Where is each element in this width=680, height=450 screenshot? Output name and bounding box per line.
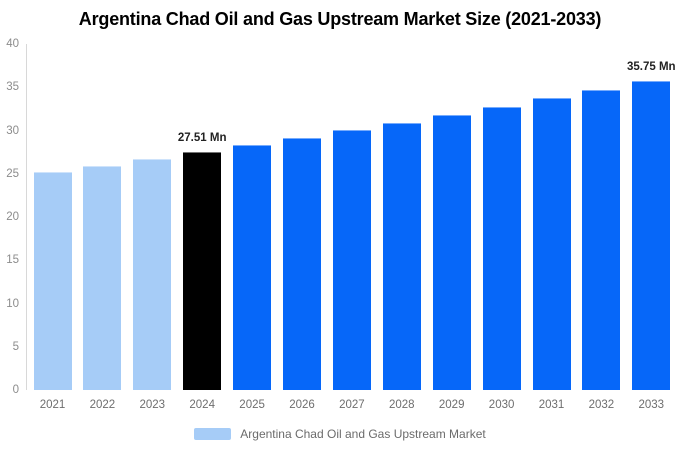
y-axis-tick-label: 35 [6,81,19,94]
bar-2029[interactable] [432,114,471,390]
y-axis-tick-label: 25 [6,167,19,180]
bar-2032[interactable] [582,89,621,390]
x-axis-label: 2021 [39,399,66,411]
bar-value-label: 27.51 Mn [177,132,227,145]
x-axis-label: 2030 [488,399,515,411]
y-axis-tick-label: 5 [12,340,19,353]
x-axis-label: 2033 [638,399,665,411]
bar-value-label: 35.75 Mn [627,60,676,73]
bar-2024[interactable] [183,152,222,390]
y-axis-tick-label: 10 [6,297,19,310]
bar-2031[interactable] [532,98,571,390]
bar-2028[interactable] [382,122,421,390]
bar-2030[interactable] [482,106,521,390]
legend[interactable]: Argentina Chad Oil and Gas Upstream Mark… [0,427,680,441]
x-axis-label: 2027 [339,399,365,411]
y-axis-tick-label: 40 [6,38,19,50]
bar-2033[interactable] [632,80,671,390]
y-axis-tick-label: 30 [6,124,19,137]
x-axis-label: 2023 [139,399,166,411]
bar-2025[interactable] [233,145,272,390]
y-axis-tick-label: 15 [6,254,19,267]
x-axis-label: 2028 [389,399,415,411]
y-axis-line [26,44,27,390]
bar-2021[interactable] [33,171,72,390]
legend-swatch [194,428,232,440]
x-axis-label: 2024 [189,399,215,411]
y-axis-tick-label: 20 [6,211,19,223]
bar-2022[interactable] [83,165,122,390]
x-axis-label: 2031 [538,399,565,411]
chart-title: Argentina Chad Oil and Gas Upstream Mark… [78,9,602,29]
x-axis-label: 2026 [289,399,315,411]
x-axis-label: 2022 [89,399,116,411]
legend-label: Argentina Chad Oil and Gas Upstream Mark… [240,427,486,441]
x-axis-label: 2029 [438,399,465,411]
bar-2026[interactable] [283,137,321,390]
bar-2027[interactable] [332,130,371,390]
x-axis-label: 2025 [239,399,265,411]
y-axis-tick-label: 0 [12,384,19,396]
bar-2023[interactable] [133,158,172,390]
x-axis-label: 2032 [588,399,615,411]
